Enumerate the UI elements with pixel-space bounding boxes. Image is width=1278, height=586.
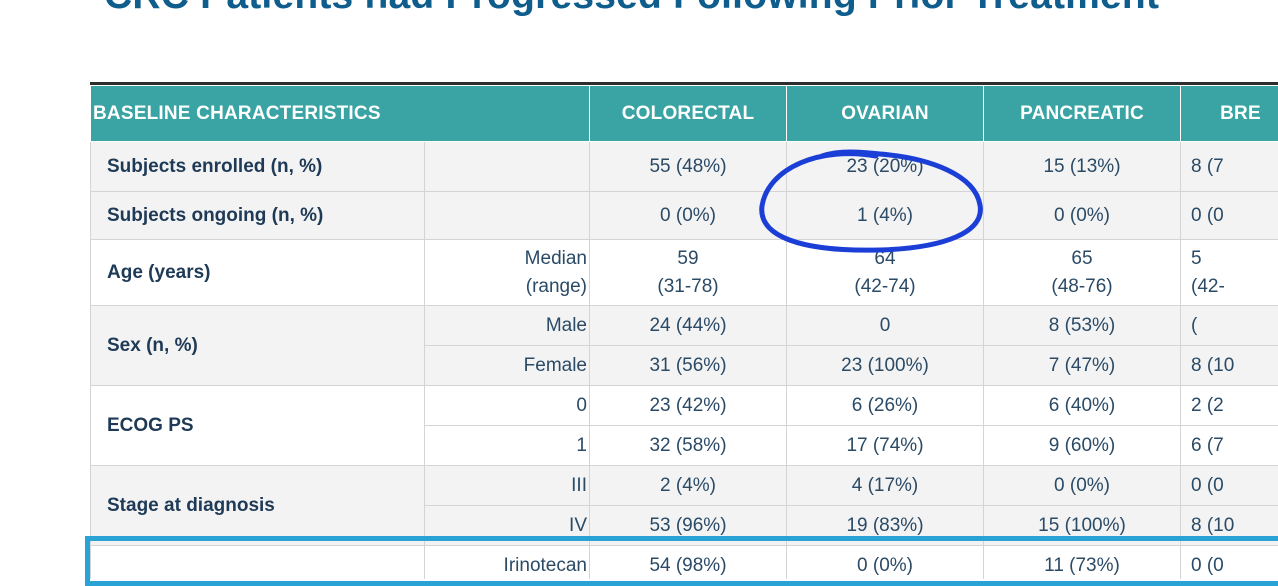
header-pancreatic: PANCREATIC bbox=[984, 86, 1181, 142]
cell-ovarian: 23 (100%) bbox=[787, 346, 984, 386]
header-row: BASELINE CHARACTERISTICS COLORECTAL OVAR… bbox=[91, 86, 1278, 142]
cell-colorectal: 31 (56%) bbox=[590, 346, 787, 386]
cell-colorectal: 24 (44%) bbox=[590, 306, 787, 346]
cell-ovarian: 6 (26%) bbox=[787, 386, 984, 426]
page-title: CRC Patients had Progressed Following Pr… bbox=[104, 0, 1159, 18]
cell-colorectal: 54 (98%) bbox=[590, 546, 787, 580]
cell-pancreatic: 0 (0%) bbox=[984, 192, 1181, 240]
cell-ovarian: 4 (17%) bbox=[787, 466, 984, 506]
cell-colorectal: 2 (4%) bbox=[590, 466, 787, 506]
row-label-subjects-enrolled: Subjects enrolled (n, %) bbox=[91, 142, 425, 192]
cell-range: (31-78) bbox=[657, 276, 718, 297]
cell-range: (42- bbox=[1191, 276, 1225, 297]
cell-breast: 8 (10 bbox=[1181, 506, 1278, 546]
cell-colorectal: 53 (96%) bbox=[590, 506, 787, 546]
cell-colorectal: 0 (0%) bbox=[590, 192, 787, 240]
table-row: Subjects ongoing (n, %) 0 (0%) 1 (4%) 0 … bbox=[91, 192, 1278, 240]
cell-ovarian: 1 (4%) bbox=[787, 192, 984, 240]
cell-pancreatic: 65 (48-76) bbox=[984, 240, 1181, 306]
row-sub-stage-iv: IV bbox=[425, 506, 590, 546]
table-row: Subjects enrolled (n, %) 55 (48%) 23 (20… bbox=[91, 142, 1278, 192]
sub-median: Median bbox=[525, 248, 587, 269]
cell-range: (48-76) bbox=[1051, 276, 1112, 297]
row-sub-stage-iii: III bbox=[425, 466, 590, 506]
table-row: Irinotecan 54 (98%) 0 (0%) 11 (73%) 0 (0 bbox=[91, 546, 1278, 580]
cell-pancreatic: 15 (13%) bbox=[984, 142, 1181, 192]
cell-breast: 0 (0 bbox=[1181, 546, 1278, 580]
cell-breast: 6 (7 bbox=[1181, 426, 1278, 466]
row-sub-irinotecan: Irinotecan bbox=[425, 546, 590, 580]
row-sub bbox=[425, 192, 590, 240]
cell-pancreatic: 11 (73%) bbox=[984, 546, 1181, 580]
header-colorectal: COLORECTAL bbox=[590, 86, 787, 142]
header-ovarian: OVARIAN bbox=[787, 86, 984, 142]
cell-breast: 8 (10 bbox=[1181, 346, 1278, 386]
cell-pancreatic: 8 (53%) bbox=[984, 306, 1181, 346]
cell-breast: 0 (0 bbox=[1181, 466, 1278, 506]
row-sub bbox=[425, 142, 590, 192]
cell-ovarian: 19 (83%) bbox=[787, 506, 984, 546]
row-label-age: Age (years) bbox=[91, 240, 425, 306]
cell-pancreatic: 6 (40%) bbox=[984, 386, 1181, 426]
cell-ovarian: 0 bbox=[787, 306, 984, 346]
cell-colorectal: 32 (58%) bbox=[590, 426, 787, 466]
cell-colorectal: 23 (42%) bbox=[590, 386, 787, 426]
cell-breast: ( bbox=[1181, 306, 1278, 346]
cell-breast: 0 (0 bbox=[1181, 192, 1278, 240]
row-sub-median-range: Median (range) bbox=[425, 240, 590, 306]
row-sub-ecog-1: 1 bbox=[425, 426, 590, 466]
cell-ovarian: 64 (42-74) bbox=[787, 240, 984, 306]
row-label-prior-treatment bbox=[91, 546, 425, 580]
table-row: Stage at diagnosis III 2 (4%) 4 (17%) 0 … bbox=[91, 466, 1278, 506]
row-sub-ecog-0: 0 bbox=[425, 386, 590, 426]
sub-range: (range) bbox=[526, 276, 587, 297]
row-sub-male: Male bbox=[425, 306, 590, 346]
cell-median: 65 bbox=[1071, 248, 1092, 269]
table-row: Age (years) Median (range) 59 (31-78) 64 (4… bbox=[91, 240, 1278, 306]
row-label-subjects-ongoing: Subjects ongoing (n, %) bbox=[91, 192, 425, 240]
cell-colorectal: 59 (31-78) bbox=[590, 240, 787, 306]
cell-pancreatic: 15 (100%) bbox=[984, 506, 1181, 546]
header-breast: BRE bbox=[1181, 86, 1278, 142]
cell-pancreatic: 7 (47%) bbox=[984, 346, 1181, 386]
cell-median: 64 bbox=[874, 248, 895, 269]
cell-breast: 2 (2 bbox=[1181, 386, 1278, 426]
cell-breast: 5 (42- bbox=[1181, 240, 1278, 306]
cell-median: 59 bbox=[677, 248, 698, 269]
cell-pancreatic: 9 (60%) bbox=[984, 426, 1181, 466]
cell-pancreatic: 0 (0%) bbox=[984, 466, 1181, 506]
cell-ovarian: 0 (0%) bbox=[787, 546, 984, 580]
cell-ovarian: 23 (20%) bbox=[787, 142, 984, 192]
baseline-characteristics-table: BASELINE CHARACTERISTICS COLORECTAL OVAR… bbox=[90, 82, 1278, 579]
cell-ovarian: 17 (74%) bbox=[787, 426, 984, 466]
row-label-stage-at-diagnosis: Stage at diagnosis bbox=[91, 466, 425, 546]
row-label-ecog-ps: ECOG PS bbox=[91, 386, 425, 466]
cell-median: 5 bbox=[1191, 248, 1202, 269]
row-label-sex: Sex (n, %) bbox=[91, 306, 425, 386]
cell-colorectal: 55 (48%) bbox=[590, 142, 787, 192]
table-row: ECOG PS 0 23 (42%) 6 (26%) 6 (40%) 2 (2 bbox=[91, 386, 1278, 426]
row-sub-female: Female bbox=[425, 346, 590, 386]
cell-range: (42-74) bbox=[854, 276, 915, 297]
table-row: Sex (n, %) Male 24 (44%) 0 8 (53%) ( bbox=[91, 306, 1278, 346]
cell-breast: 8 (7 bbox=[1181, 142, 1278, 192]
header-baseline-characteristics: BASELINE CHARACTERISTICS bbox=[91, 86, 590, 142]
